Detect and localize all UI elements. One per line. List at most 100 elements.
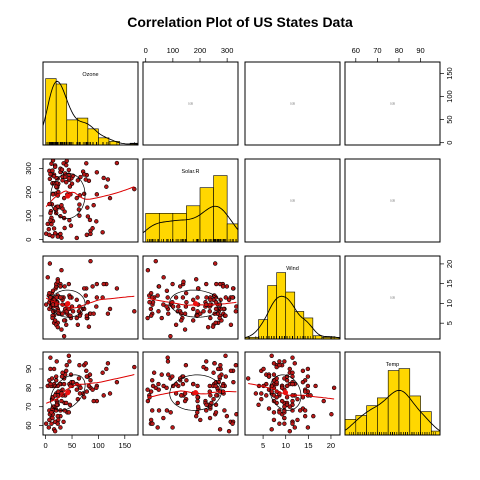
scatter-point — [184, 300, 189, 305]
scatter-point — [66, 176, 72, 181]
scatter-point — [211, 370, 216, 375]
scatter-point — [277, 363, 282, 368]
panel-frame — [142, 351, 239, 436]
scatter-point — [56, 189, 61, 195]
scatter-point — [230, 421, 235, 426]
scatter-point — [292, 361, 297, 366]
scatter-point — [145, 268, 151, 273]
scatter-point — [58, 284, 63, 289]
scatter-point — [60, 178, 65, 183]
tick-label: 5 — [261, 441, 265, 450]
scatter-point — [213, 306, 219, 312]
scatter-point — [81, 395, 87, 400]
scatter-point — [84, 313, 90, 318]
scatter-point — [269, 353, 274, 358]
scatter-point — [230, 295, 235, 300]
upper-panel-text: 0.35 — [390, 200, 395, 203]
panel-Wind-Wind: Wind — [245, 266, 340, 339]
tick-label: 90 — [24, 365, 33, 373]
scatter-point — [91, 398, 96, 404]
scatter-point — [300, 395, 306, 400]
scatter-point — [191, 318, 196, 323]
tick-label: 200 — [194, 46, 207, 55]
scatter-point — [155, 425, 160, 430]
scatter-point — [94, 295, 100, 300]
scatter-point — [277, 359, 282, 364]
scatter-point — [101, 281, 106, 287]
scatter-point — [104, 366, 109, 372]
tick-label: 50 — [445, 115, 454, 123]
panel-Solar.R-Wind: 0.35 — [290, 200, 295, 203]
panel-Ozone-Wind: 0.35 — [290, 103, 295, 106]
histogram-bar — [420, 411, 432, 435]
tick-label: 20 — [327, 441, 335, 450]
scatter-point — [213, 300, 219, 305]
scatter-point — [75, 178, 81, 183]
scatter-point — [279, 385, 285, 391]
panel-Wind-Temp: 0.35 — [390, 297, 395, 300]
scatter-point — [84, 232, 90, 238]
scatter-point — [230, 286, 236, 291]
scatter-point — [55, 324, 60, 330]
scatter-point — [156, 381, 161, 387]
scatter-point — [74, 387, 79, 392]
scatter-point — [53, 378, 59, 383]
scatter-point — [170, 374, 175, 379]
scatter-point — [226, 429, 232, 434]
scatter-point — [161, 302, 166, 307]
tick-label: 10 — [282, 441, 290, 450]
tick-label: 150 — [445, 67, 454, 80]
scatter-point — [50, 309, 56, 314]
scatter-point — [51, 366, 57, 372]
scatter-point — [180, 381, 186, 387]
tick-label: 150 — [119, 441, 132, 450]
scatter-point — [107, 195, 113, 201]
scatter-point — [48, 366, 53, 372]
scatter-point — [59, 167, 65, 172]
scatter-point — [271, 417, 277, 423]
scatter-point — [207, 415, 213, 421]
mean-point — [65, 301, 71, 307]
mean-point — [65, 193, 71, 199]
scatter-point — [50, 192, 56, 197]
tick-label: 100 — [445, 90, 454, 103]
scatter-point — [114, 379, 120, 385]
scatter-point — [191, 306, 196, 312]
scatter-point — [81, 191, 87, 197]
histogram-bar — [387, 370, 400, 435]
tick-label: 70 — [24, 403, 33, 411]
panel-Wind-Solar.R — [145, 258, 238, 339]
scatter-point — [269, 427, 274, 432]
scatter-point — [101, 175, 106, 181]
scatter-point — [259, 391, 264, 396]
variable-label-Temp: Temp — [386, 362, 399, 368]
scatter-point — [53, 374, 59, 379]
scatter-point — [45, 275, 50, 280]
scatter-point — [61, 419, 66, 424]
scatter-point — [49, 161, 54, 166]
scatter-point — [59, 235, 64, 240]
smoother-line — [45, 186, 135, 208]
scatter-point — [150, 421, 155, 426]
scatter-point — [148, 313, 154, 318]
scatter-point — [67, 359, 72, 364]
panel-frame — [244, 158, 341, 243]
scatter-point — [61, 195, 67, 201]
histogram-bar — [303, 317, 314, 339]
scatter-point — [150, 408, 155, 413]
upper-panel-text: 0.35 — [390, 103, 395, 106]
scatter-point — [46, 425, 52, 430]
scatter-point — [153, 258, 158, 264]
scatter-point — [48, 218, 53, 223]
mean-point — [65, 390, 71, 396]
scatter-point — [297, 408, 303, 413]
scatter-point — [191, 381, 196, 387]
correlation-ellipse — [269, 374, 302, 411]
scatter-point — [302, 389, 308, 394]
scatter-point — [217, 281, 223, 287]
scatter-point — [145, 398, 151, 404]
scatter-point — [85, 205, 90, 210]
scatter-point — [290, 398, 295, 404]
panel-Ozone-Ozone: Ozone — [43, 72, 138, 145]
